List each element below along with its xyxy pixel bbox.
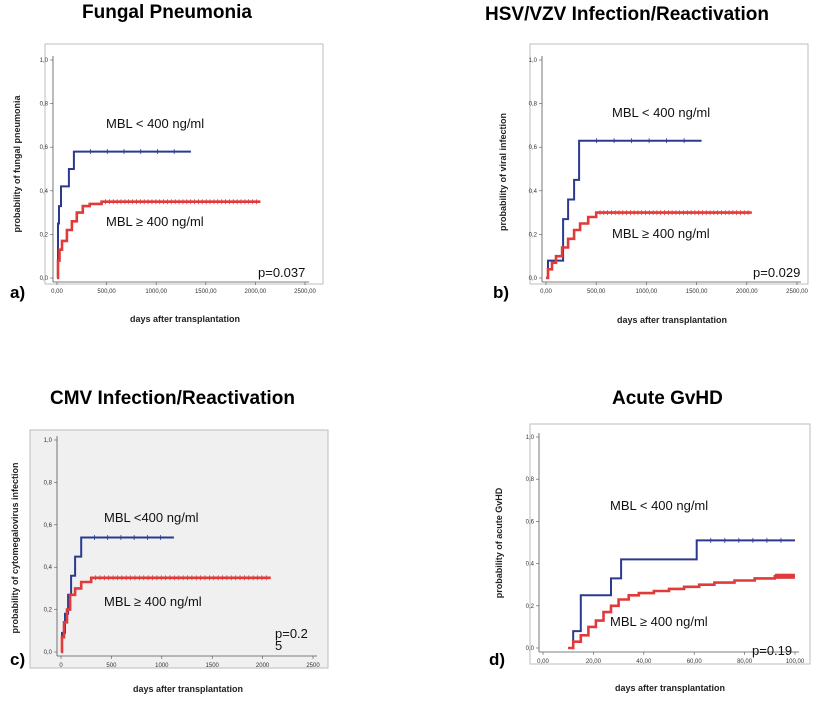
panel-d-y-axis-label: probability of acute GvHD — [494, 487, 504, 598]
panel-a-x-tick-label: 2500,00 — [294, 289, 316, 295]
panel-b-y-axis-label: probability of viral infection — [498, 113, 508, 231]
panel-c-y-tick-label: 0,4 — [44, 565, 53, 571]
panel-c-y-axis-label: probability of cytomegalovirus infection — [10, 462, 20, 633]
panel-b-label-mbl-high: MBL ≥ 400 ng/ml — [612, 226, 710, 241]
panel-b-plot-area — [529, 43, 809, 285]
panel-a-series-mbl-high — [56, 200, 261, 280]
panel-c-letter: c) — [10, 650, 25, 669]
panel-a-letter: a) — [10, 283, 25, 302]
panel-c-x-tick-label: 500 — [106, 663, 117, 669]
panel-a-plot-area — [44, 43, 324, 285]
panel-a-y-tick-label: 0,4 — [40, 189, 49, 195]
panel-a-y-tick-label: 0,2 — [40, 232, 49, 238]
panel-a-y-axis-label: probability of fungal pneumonia — [12, 95, 22, 233]
panel-d-x-tick-label: 60,00 — [687, 659, 703, 665]
panel-a-x-axis-label: days after transplantation — [130, 314, 240, 324]
panel-b-y-tick-label: 0,2 — [529, 232, 538, 238]
panel-b-x-tick-label: 2000,00 — [736, 289, 758, 295]
panel-c-plot-area — [29, 429, 329, 669]
panel-d-x-tick-label: 40,00 — [636, 659, 652, 665]
panel-c-x-tick-label: 1500 — [206, 663, 220, 669]
panel-a-label-mbl-high: MBL ≥ 400 ng/ml — [106, 214, 204, 229]
panel-c-label-mbl-low: MBL <400 ng/ml — [104, 510, 199, 525]
panel-d-x-tick-label: 80,00 — [737, 659, 753, 665]
panel-d-y-tick-label: 0,6 — [526, 519, 535, 525]
panel-c-y-tick-label: 1,0 — [44, 438, 53, 444]
panel-b-y-tick-label: 0,0 — [529, 276, 538, 282]
panel-b-x-tick-label: 500,00 — [587, 289, 606, 295]
panel-b-y-tick-label: 0,8 — [529, 102, 538, 108]
panel-d-x-axis-label: days after transplantation — [615, 683, 725, 693]
panel-d-letter: d) — [489, 650, 505, 669]
panel-d-y-tick-label: 1,0 — [526, 435, 535, 441]
panel-c-y-tick-label: 0,2 — [44, 608, 53, 614]
panel-d-p-value: p=0.19 — [752, 643, 792, 658]
panel-b-title: HSV/VZV Infection/Reactivation — [485, 4, 769, 25]
panel-a-label-mbl-low: MBL < 400 ng/ml — [106, 116, 204, 131]
panel-c-y-tick-label: 0,6 — [44, 523, 53, 529]
panel-d-y-tick-label: 0,0 — [526, 646, 535, 652]
panel-a-x-tick-label: 500,00 — [97, 289, 116, 295]
panel-a-x-tick-label: 1000,00 — [145, 289, 167, 295]
panel-b-x-tick-label: 0,00 — [540, 289, 552, 295]
panel-d-y-tick-label: 0,4 — [526, 562, 535, 568]
panel-a-y-tick-label: 0,6 — [40, 145, 49, 151]
panel-b-letter: b) — [493, 283, 509, 302]
panel-c-x-axis-label: days after transplantation — [133, 684, 243, 694]
panel-a-p-value: p=0.037 — [258, 265, 305, 280]
panel-d-label-mbl-high: MBL ≥ 400 ng/ml — [610, 614, 708, 629]
panel-b-series-mbl-high — [546, 211, 752, 280]
panel-c-x-tick-label: 2500 — [306, 663, 320, 669]
panel-d-plot-area — [529, 423, 811, 665]
panel-d-x-tick-label: 100,00 — [786, 659, 805, 665]
panel-b-x-tick-label: 1500,00 — [686, 289, 708, 295]
panel-a-y-tick-label: 0,0 — [40, 276, 49, 282]
panel-c-x-tick-label: 1000 — [155, 663, 169, 669]
panel-c-title: CMV Infection/Reactivation — [50, 388, 295, 409]
panel-a-x-tick-label: 2000,00 — [245, 289, 267, 295]
panel-a-x-tick-label: 1500,00 — [195, 289, 217, 295]
panel-a-series-mbl-low — [57, 150, 191, 279]
panel-d-y-tick-label: 0,2 — [526, 604, 535, 610]
panel-b-label-mbl-low: MBL < 400 ng/ml — [612, 105, 710, 120]
panel-a-x-tick-label: 0,00 — [51, 289, 63, 295]
panel-c-x-tick-label: 2000 — [256, 663, 270, 669]
panel-c-p-value-wrap: 5 — [275, 638, 282, 653]
panel-b-series-mbl-low — [546, 139, 702, 279]
panel-b-p-value: p=0.029 — [753, 265, 800, 280]
panel-d-x-tick-label: 20,00 — [586, 659, 602, 665]
panel-c-y-tick-label: 0,8 — [44, 480, 53, 486]
panel-d-x-tick-label: 0,00 — [537, 659, 549, 665]
panel-d-y-tick-label: 0,8 — [526, 477, 535, 483]
panel-a-y-tick-label: 0,8 — [40, 102, 49, 108]
panel-b-x-tick-label: 2500,00 — [786, 289, 808, 295]
panel-b-x-axis-label: days after transplantation — [617, 315, 727, 325]
panel-c-y-tick-label: 0,0 — [44, 650, 53, 656]
panel-b-y-tick-label: 0,6 — [529, 145, 538, 151]
panel-c-x-tick-label: 0 — [59, 663, 63, 669]
panel-d-title: Acute GvHD — [612, 388, 723, 409]
panel-b-y-tick-label: 0,4 — [529, 189, 538, 195]
panel-d-label-mbl-low: MBL < 400 ng/ml — [610, 498, 708, 513]
panel-c-series-mbl-high — [60, 576, 271, 654]
panel-c-p-value: p=0.2 — [275, 626, 308, 641]
panel-b-y-tick-label: 1,0 — [529, 58, 538, 64]
panel-c-label-mbl-high: MBL ≥ 400 ng/ml — [104, 594, 202, 609]
panel-a-y-tick-label: 1,0 — [40, 58, 49, 64]
panel-a-title: Fungal Pneumonia — [82, 2, 252, 23]
panel-b-x-tick-label: 1000,00 — [636, 289, 658, 295]
panel-d-series-mbl-high — [568, 575, 795, 650]
panel-d-series-mbl-low — [568, 539, 795, 649]
